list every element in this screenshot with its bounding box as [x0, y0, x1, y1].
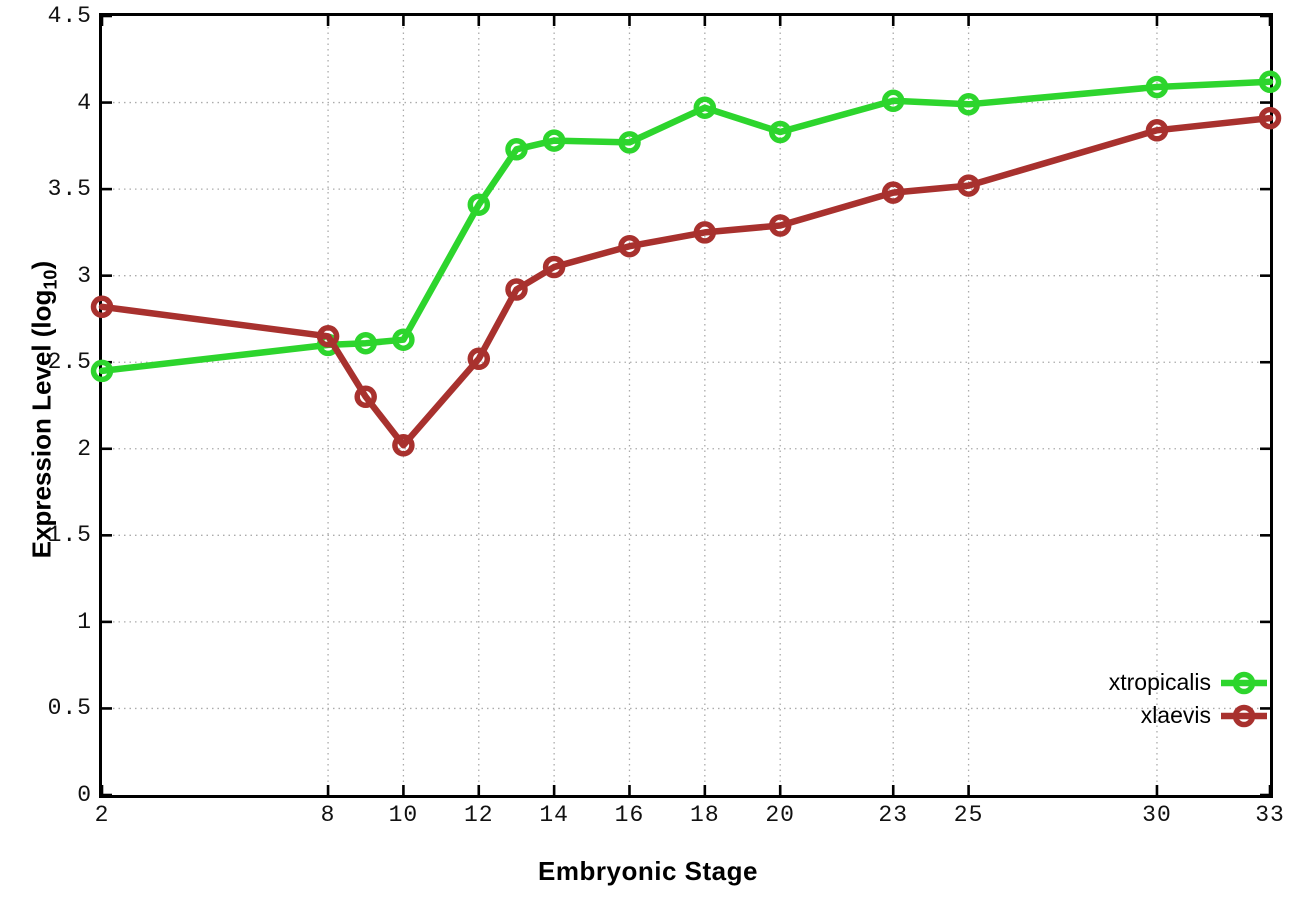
plot-area: xtropicalis xlaevis	[90, 13, 1282, 798]
data-point-xlaevis	[542, 255, 566, 279]
x-tick-label: 16	[614, 802, 645, 828]
data-point-xlaevis	[505, 278, 528, 301]
data-point-xlaevis	[316, 325, 340, 348]
data-point-xtropicalis	[542, 129, 566, 152]
data-point-xlaevis	[392, 434, 415, 457]
data-point-xtropicalis	[90, 359, 114, 383]
data-point-xtropicalis	[505, 138, 528, 161]
data-point-xlaevis	[693, 221, 717, 244]
data-point-xlaevis	[467, 347, 491, 371]
legend-item: xtropicalis	[1109, 666, 1268, 699]
data-point-xtropicalis	[354, 331, 377, 355]
x-tick-label: 8	[320, 802, 336, 828]
x-tick-label: 12	[463, 802, 494, 828]
data-point-xlaevis	[618, 234, 641, 258]
x-tick-label: 25	[953, 802, 984, 828]
legend-label: xtropicalis	[1108, 669, 1211, 695]
x-axis-title: Embryonic Stage	[538, 856, 758, 886]
x-tick-label: 30	[1142, 802, 1172, 828]
data-point-xtropicalis	[467, 193, 491, 216]
y-tick-label: 2	[77, 435, 92, 462]
x-tick-label: 18	[690, 802, 720, 828]
data-point-xlaevis	[768, 214, 792, 237]
y-tick-label: 0	[77, 782, 92, 808]
legend: xtropicalis xlaevis	[1109, 666, 1268, 732]
y-tick-label: 4	[77, 89, 92, 116]
y-tick-label: 0.5	[47, 695, 92, 722]
data-point-xtropicalis	[1258, 70, 1282, 94]
data-point-xlaevis	[957, 174, 980, 197]
data-point-xtropicalis	[392, 328, 415, 351]
data-point-xtropicalis	[768, 120, 792, 144]
y-tick-label: 4.5	[47, 3, 92, 29]
y-tick-label: 3.5	[47, 176, 92, 203]
data-point-xtropicalis	[618, 131, 641, 154]
data-point-xtropicalis	[1145, 75, 1169, 99]
data-point-xlaevis	[90, 295, 114, 319]
y-tick-label: 3	[77, 262, 92, 289]
legend-item: xlaevis	[1141, 699, 1268, 732]
xlaevis-series-marker-icon	[1221, 704, 1267, 727]
data-point-xtropicalis	[693, 96, 717, 119]
data-point-xlaevis	[1145, 119, 1169, 142]
y-tick-label: 1.5	[47, 522, 92, 549]
y-axis-title-text: Expression Level (log	[26, 289, 57, 559]
series-line-xlaevis	[98, 114, 1274, 449]
y-tick-label: 2.5	[47, 349, 92, 376]
x-tick-label: 2	[94, 802, 110, 828]
data-point-xtropicalis	[881, 89, 905, 113]
x-tick-label: 14	[539, 802, 569, 828]
x-tick-label: 20	[765, 802, 795, 828]
y-tick-label: 1	[77, 608, 92, 635]
data-point-xlaevis	[354, 385, 377, 409]
x-tick-label: 23	[878, 802, 909, 828]
data-point-xtropicalis	[957, 93, 980, 116]
legend-label: xlaevis	[1140, 702, 1211, 728]
data-point-xlaevis	[881, 181, 905, 204]
chart-canvas	[90, 14, 1282, 797]
data-point-xlaevis	[1258, 106, 1282, 130]
xtropicalis-series-marker-icon	[1221, 671, 1267, 694]
x-tick-label: 33	[1255, 802, 1285, 828]
x-tick-label: 10	[388, 802, 419, 828]
